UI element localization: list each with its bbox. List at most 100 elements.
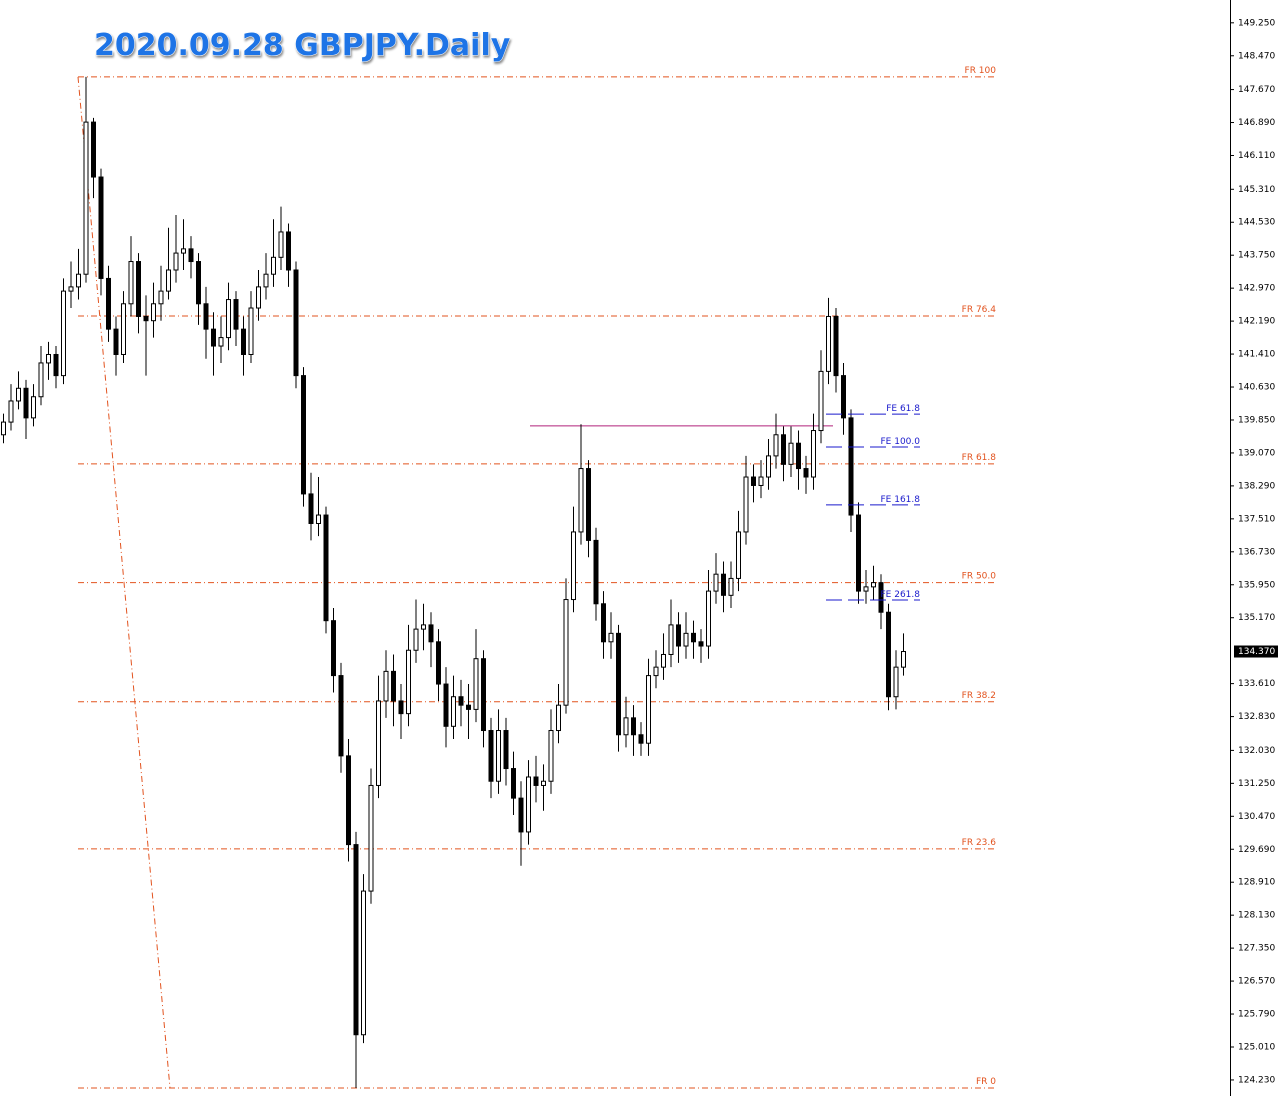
candle-body — [248, 307, 254, 355]
y-tick-label: 136.730 — [1238, 547, 1275, 557]
candle-body — [503, 730, 509, 770]
candle-body — [668, 624, 674, 655]
candle-body — [526, 776, 531, 833]
candle-body — [893, 666, 899, 698]
y-tick-label: 133.610 — [1238, 679, 1275, 689]
candle-body — [173, 252, 179, 271]
candle-body — [533, 776, 539, 786]
y-tick-label: 142.970 — [1238, 284, 1275, 294]
candle-body — [496, 730, 501, 782]
fibo-label: FR 76.4 — [962, 305, 997, 315]
candle-body — [646, 675, 651, 744]
last-price-label: 134.370 — [1238, 647, 1275, 657]
candle-body — [196, 261, 201, 305]
y-tick-label: 140.630 — [1238, 383, 1275, 393]
candle-body — [383, 670, 389, 702]
candle-body — [571, 531, 576, 601]
candle-body — [856, 514, 861, 592]
expansion-label: FE 61.8 — [886, 404, 920, 414]
y-tick-label: 128.910 — [1238, 878, 1275, 888]
candle-body — [166, 269, 171, 292]
candle-body — [443, 683, 449, 727]
candle-body — [728, 577, 734, 596]
candle-body — [878, 582, 884, 613]
candle-body — [511, 768, 516, 799]
candle-body — [578, 468, 584, 533]
candle-body — [368, 784, 374, 892]
candle-body — [61, 290, 66, 377]
last-price-marker — [1234, 645, 1278, 658]
y-tick-label: 132.030 — [1238, 746, 1275, 756]
y-tick-label: 125.010 — [1238, 1042, 1275, 1052]
candle-body — [706, 590, 711, 647]
y-tick-label: 142.190 — [1238, 317, 1275, 327]
candle-body — [608, 632, 614, 643]
candle-body — [38, 362, 44, 398]
y-tick-label: 144.530 — [1238, 218, 1275, 228]
candle-body — [428, 624, 434, 643]
candle-body — [136, 261, 141, 317]
candle-body — [901, 651, 906, 668]
expansion-label: FE 100.0 — [881, 437, 921, 447]
candle-body — [451, 696, 456, 727]
candle-body — [113, 328, 119, 355]
fibo-label: FR 100 — [965, 66, 997, 76]
y-tick-label: 131.250 — [1238, 779, 1275, 789]
candle-body — [308, 493, 314, 524]
candle-body — [593, 539, 599, 605]
candle-body — [1, 421, 6, 436]
candle-body — [481, 658, 486, 732]
candle-body — [121, 303, 126, 355]
y-tick-label: 127.350 — [1238, 944, 1275, 954]
candle-body — [278, 231, 284, 258]
candle-body — [563, 599, 569, 706]
y-tick-label: 126.570 — [1238, 977, 1275, 987]
candle-body — [601, 603, 606, 643]
fibo-trendline — [77, 76, 171, 1089]
candle-body — [353, 844, 359, 1036]
candle-body — [488, 730, 494, 782]
candle-body — [233, 299, 239, 330]
candle-body — [766, 455, 771, 478]
y-tick-label: 138.290 — [1238, 481, 1275, 491]
fibo-label: FR 50.0 — [962, 572, 997, 582]
candle-body — [301, 375, 306, 495]
candle-body — [631, 717, 636, 736]
candle-body — [826, 315, 831, 372]
candle-body — [886, 611, 891, 698]
fibo-label: FR 0 — [976, 1077, 996, 1087]
expansion-label: FE 261.8 — [881, 590, 921, 600]
candle-body — [316, 514, 321, 524]
candle-body — [53, 353, 59, 377]
y-tick-label: 149.250 — [1238, 18, 1275, 28]
candle-body — [68, 286, 74, 292]
candle-body — [46, 353, 51, 364]
candle-body — [818, 370, 824, 432]
fibo-label: FR 23.6 — [962, 838, 997, 848]
y-tick-label: 124.230 — [1238, 1075, 1275, 1085]
candle-body — [676, 624, 681, 647]
y-tick-label: 132.830 — [1238, 712, 1275, 722]
candle-body — [256, 286, 261, 309]
y-tick-label: 130.470 — [1238, 812, 1275, 822]
candle-body — [241, 328, 246, 355]
candle-body — [751, 476, 756, 486]
candle-body — [586, 468, 591, 541]
y-tick-label: 137.510 — [1238, 514, 1275, 524]
candle-body — [811, 430, 816, 478]
y-tick-label: 139.070 — [1238, 448, 1275, 458]
candle-body — [773, 434, 779, 457]
candle-body — [286, 231, 291, 271]
expansion-label: FE 161.8 — [881, 495, 921, 505]
y-tick-label: 148.470 — [1238, 51, 1275, 61]
candle-body — [458, 696, 464, 706]
candle-body — [548, 730, 554, 782]
y-tick-label: 141.410 — [1238, 350, 1275, 360]
y-tick-label: 135.950 — [1238, 580, 1275, 590]
candle-body — [346, 755, 351, 846]
candle-body — [151, 303, 156, 322]
candle-body — [848, 417, 854, 516]
candle-body — [638, 734, 644, 744]
candle-body — [323, 514, 329, 622]
